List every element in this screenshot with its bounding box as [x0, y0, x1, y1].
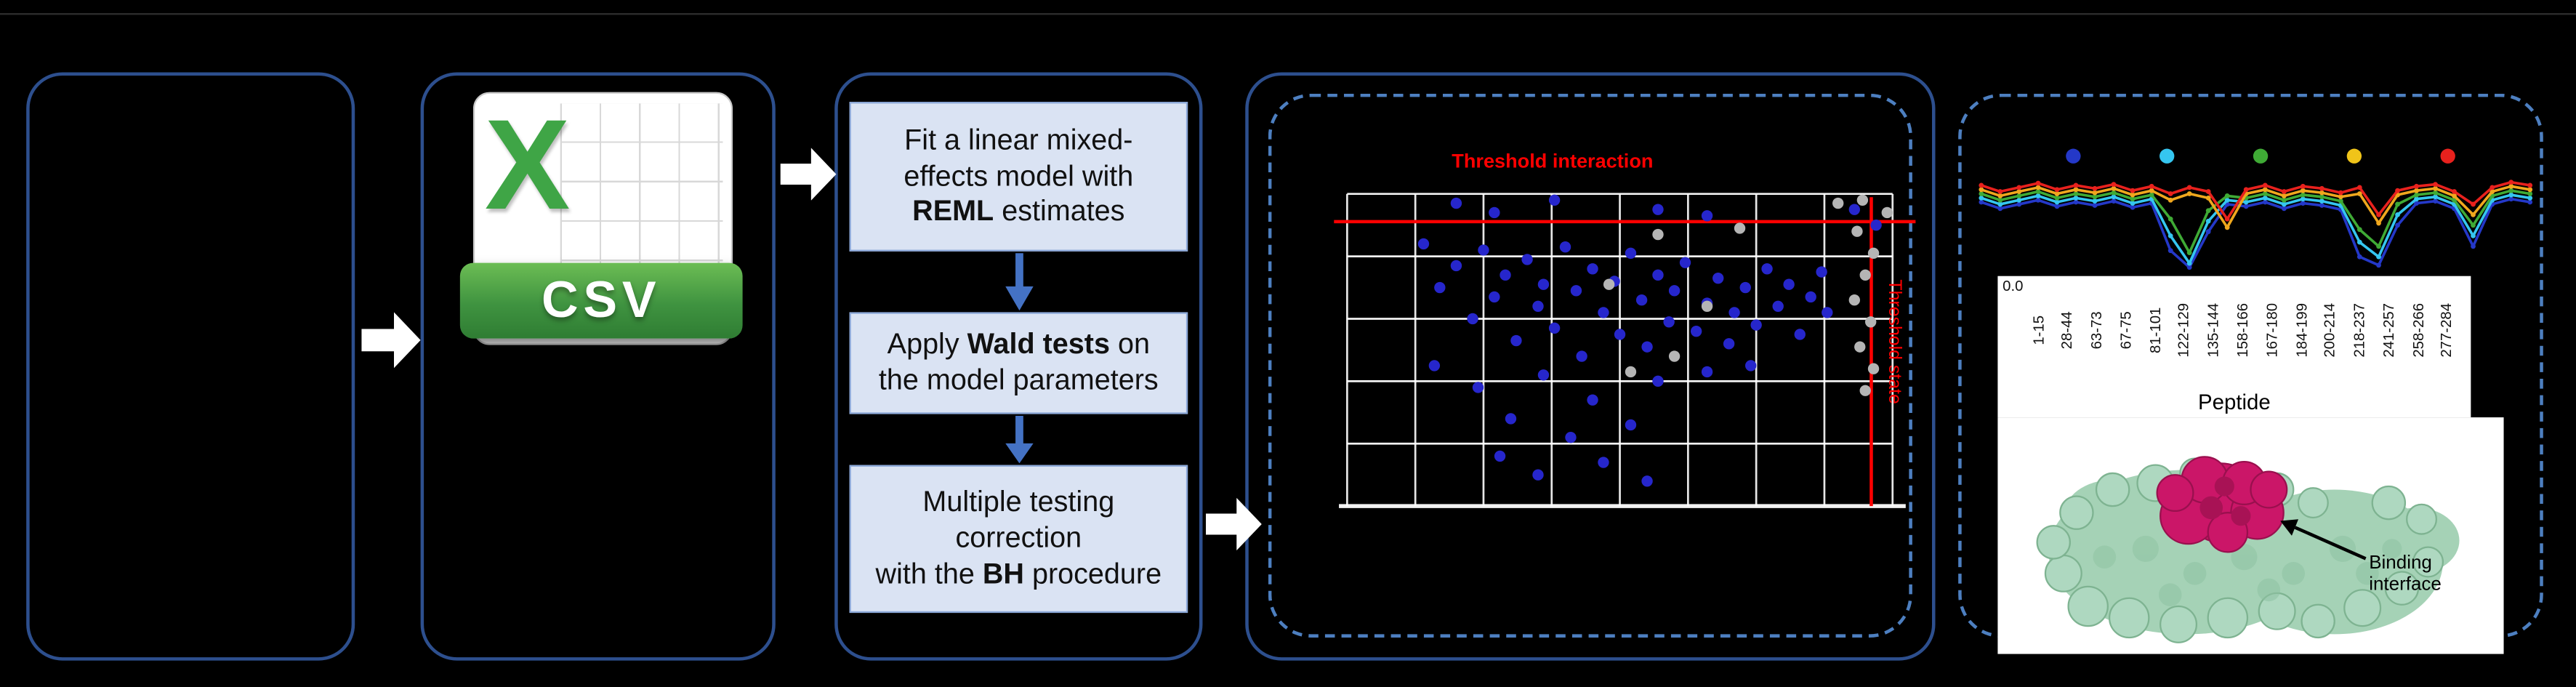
- flow-arrow-1-icon: [361, 312, 421, 369]
- legend-dot: [2066, 148, 2081, 164]
- peptide-tick-labels: 1-15 28-44 63-73 67-75 81-101 122-129 135-144 1…: [2024, 279, 2461, 381]
- step-wald-tests: Apply Wald tests on the model parameters: [849, 312, 1188, 414]
- scatter-grid: [1339, 193, 1906, 508]
- legend-dots: [2066, 148, 2455, 164]
- step-text-line: effects model with: [903, 158, 1134, 192]
- peptide-tick: 158-166: [2234, 302, 2251, 358]
- peptide-tick: 200-214: [2322, 302, 2338, 358]
- top-divider-line: [0, 13, 2576, 15]
- step-text-line: with the BH procedure: [875, 556, 1162, 590]
- volcano-scatter-plot: Threshold interaction Threshold state: [1334, 150, 1916, 508]
- y-axis-tick: 0.0: [2003, 277, 2024, 294]
- uptake-line-cyan: [1979, 192, 2533, 266]
- legend-dot: [2346, 148, 2362, 164]
- panel-global-visualization: [1245, 72, 1936, 661]
- peptide-tick: 122-129: [2175, 302, 2193, 358]
- legend-dot: [2440, 148, 2455, 164]
- peptide-axis-title: Peptide: [2198, 389, 2271, 414]
- step-text-line: correction: [955, 521, 1082, 555]
- binding-interface-arrow-icon: [2280, 519, 2367, 561]
- threshold-interaction-label: Threshold interaction: [1452, 150, 1653, 172]
- spreadsheet-grid-icon: [560, 103, 723, 265]
- step-bh-correction: Multiple testing correction with the BH …: [849, 465, 1188, 614]
- step-text-line: Fit a linear mixed-: [904, 123, 1133, 156]
- peptide-tick: 277-284: [2439, 302, 2455, 358]
- binding-interface-label-2: interface: [2369, 572, 2442, 594]
- csv-banner-label: CSV: [459, 262, 743, 339]
- step-text-line: REML estimates: [912, 194, 1125, 228]
- uptake-lines: [1979, 180, 2533, 270]
- peptide-tick: 81-101: [2146, 307, 2163, 353]
- binding-interface-label-1: Binding: [2369, 551, 2432, 573]
- peptide-tick: 218-237: [2351, 302, 2368, 358]
- uptake-line-orange: [1979, 183, 2533, 230]
- scatter-points: [1417, 194, 1893, 487]
- uptake-line-red: [1979, 180, 2533, 222]
- uptake-line-navy: [1979, 196, 2533, 270]
- panel-input-data: [26, 72, 355, 661]
- step-text-line: Multiple testing: [922, 485, 1115, 519]
- peptide-axis-box: 0.0 1-15 28-44 63-73 67-75 81-101 122-129 135-…: [1997, 276, 2471, 418]
- scatter-series-peptides-significant: [1417, 194, 1882, 487]
- protein-structure-image: Binding interface: [1997, 417, 2504, 654]
- peptide-tick: 63-73: [2088, 311, 2105, 350]
- step-text-line: Apply Wald tests on: [887, 327, 1150, 361]
- uptake-line-green: [1979, 188, 2533, 256]
- step-fit-model: Fit a linear mixed- effects model with R…: [849, 102, 1188, 252]
- flow-arrow-2-icon: [780, 148, 837, 201]
- peptide-tick: 258-266: [2409, 302, 2426, 358]
- binding-interface-region: [2156, 456, 2288, 553]
- scatter-series-peptides-not-significant: [1603, 194, 1893, 396]
- excel-x-logo-icon: X: [484, 92, 571, 237]
- peptide-tick: 241-257: [2380, 302, 2397, 358]
- legend-dot: [2253, 148, 2269, 164]
- peptide-tick: 167-180: [2263, 302, 2280, 358]
- peptide-tick: 135-144: [2205, 302, 2222, 358]
- step-text-line: the model parameters: [878, 363, 1159, 396]
- peptide-tick: 67-75: [2117, 311, 2134, 350]
- peptide-tick: 1-15: [2029, 315, 2047, 345]
- dashed-frame-visualization: [1268, 93, 1912, 638]
- threshold-state-label: Threshold state: [1885, 279, 1905, 403]
- legend-dot: [2160, 148, 2175, 164]
- uptake-line-chart: [1979, 148, 2533, 270]
- peptide-tick: 184-199: [2293, 302, 2309, 358]
- peptide-tick: 28-44: [2058, 311, 2076, 350]
